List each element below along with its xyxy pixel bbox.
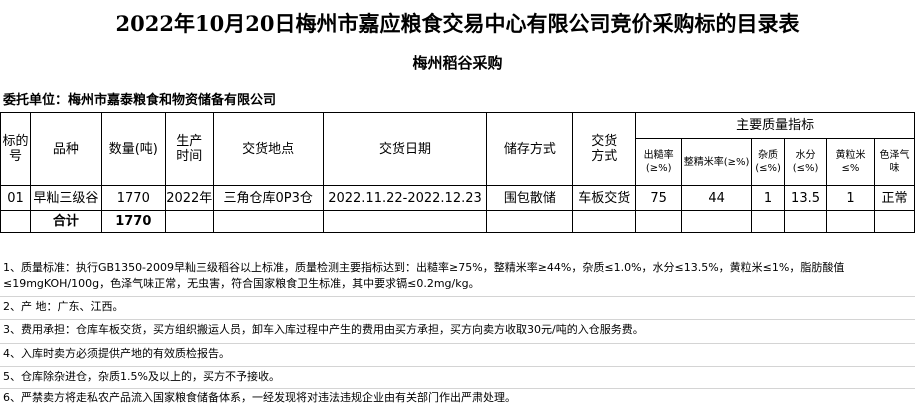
cell-q-color: 正常 bbox=[873, 185, 915, 211]
table-row: 01 早籼三级谷 1770 2022年 三角仓库0P3仓 2022.11.22-… bbox=[0, 185, 915, 211]
cell-date: 2022.11.22-2022.12.23 bbox=[322, 185, 488, 211]
total-label: 合计 bbox=[29, 210, 102, 233]
note-4: 4、入库时卖方必须提供产地的有效质检报告。 bbox=[3, 347, 230, 360]
cell-place: 三角仓库0P3仓 bbox=[212, 185, 324, 211]
header-storage: 储存方式 bbox=[486, 112, 574, 186]
client-unit: 委托单位：梅州市嘉泰粮食和物资储备有限公司 bbox=[3, 93, 277, 108]
header-place: 交货地点 bbox=[212, 112, 324, 186]
note-3: 3、费用承担：仓库车板交货，买方组织搬运人员，卸车入库过程中产生的费用由买方承担… bbox=[3, 323, 644, 336]
cell-storage: 围包散储 bbox=[486, 185, 574, 211]
page-title: 2022年10月20日梅州市嘉应粮食交易中心有限公司竞价采购标的目录表 bbox=[115, 11, 800, 36]
header-lot: 标的号 bbox=[0, 112, 31, 186]
cell-q-hull: 75 bbox=[635, 185, 683, 211]
note-6: 6、严禁卖方将走私农产品流入国家粮食储备体系，一经发现将对违法违规企业由有关部门… bbox=[3, 391, 516, 404]
note-1: 1、质量标准：执行GB1350-2009早籼三级稻谷以上标准，质量检测主要指标达… bbox=[3, 261, 845, 290]
cell-q-impurity: 1 bbox=[751, 185, 786, 211]
cell-prod: 2022年 bbox=[164, 185, 214, 211]
note-2: 2、产 地：广东、江西。 bbox=[3, 300, 124, 313]
lot-table: 标的号 品种 数量(吨) 生产时间 交货地点 交货日期 储存方式 交货方式 主要… bbox=[0, 112, 915, 233]
header-q-moisture: 水分(≤%) bbox=[784, 138, 828, 186]
cell-lot: 01 bbox=[0, 185, 31, 211]
header-q-head-rice: 整精米率(≥%) bbox=[681, 138, 753, 186]
total-row: 合计 1770 bbox=[0, 210, 915, 233]
note-5: 5、仓库除杂进仓，杂质1.5%及以上的，买方不予接收。 bbox=[3, 370, 280, 383]
header-q-color: 色泽气味 bbox=[873, 138, 915, 186]
cell-variety: 早籼三级谷 bbox=[29, 185, 102, 211]
subtitle: 梅州稻谷采购 bbox=[412, 54, 503, 72]
header-q-hull: 出糙率(≥%) bbox=[635, 138, 683, 186]
cell-q-head-rice: 44 bbox=[681, 185, 753, 211]
cell-q-moisture: 13.5 bbox=[784, 185, 828, 211]
header-date: 交货日期 bbox=[322, 112, 488, 186]
cell-q-yellow: 1 bbox=[826, 185, 875, 211]
header-qty: 数量(吨) bbox=[100, 112, 166, 186]
total-qty: 1770 bbox=[100, 210, 166, 233]
header-delivery: 交货方式 bbox=[572, 112, 637, 186]
header-prod: 生产时间 bbox=[164, 112, 214, 186]
header-variety: 品种 bbox=[29, 112, 102, 186]
header-q-yellow: 黄粒米≤% bbox=[826, 138, 875, 186]
header-quality: 主要质量指标 bbox=[635, 112, 915, 139]
cell-delivery: 车板交货 bbox=[572, 185, 637, 211]
header-q-impurity: 杂质(≤%) bbox=[751, 138, 786, 186]
cell-qty: 1770 bbox=[100, 185, 166, 211]
